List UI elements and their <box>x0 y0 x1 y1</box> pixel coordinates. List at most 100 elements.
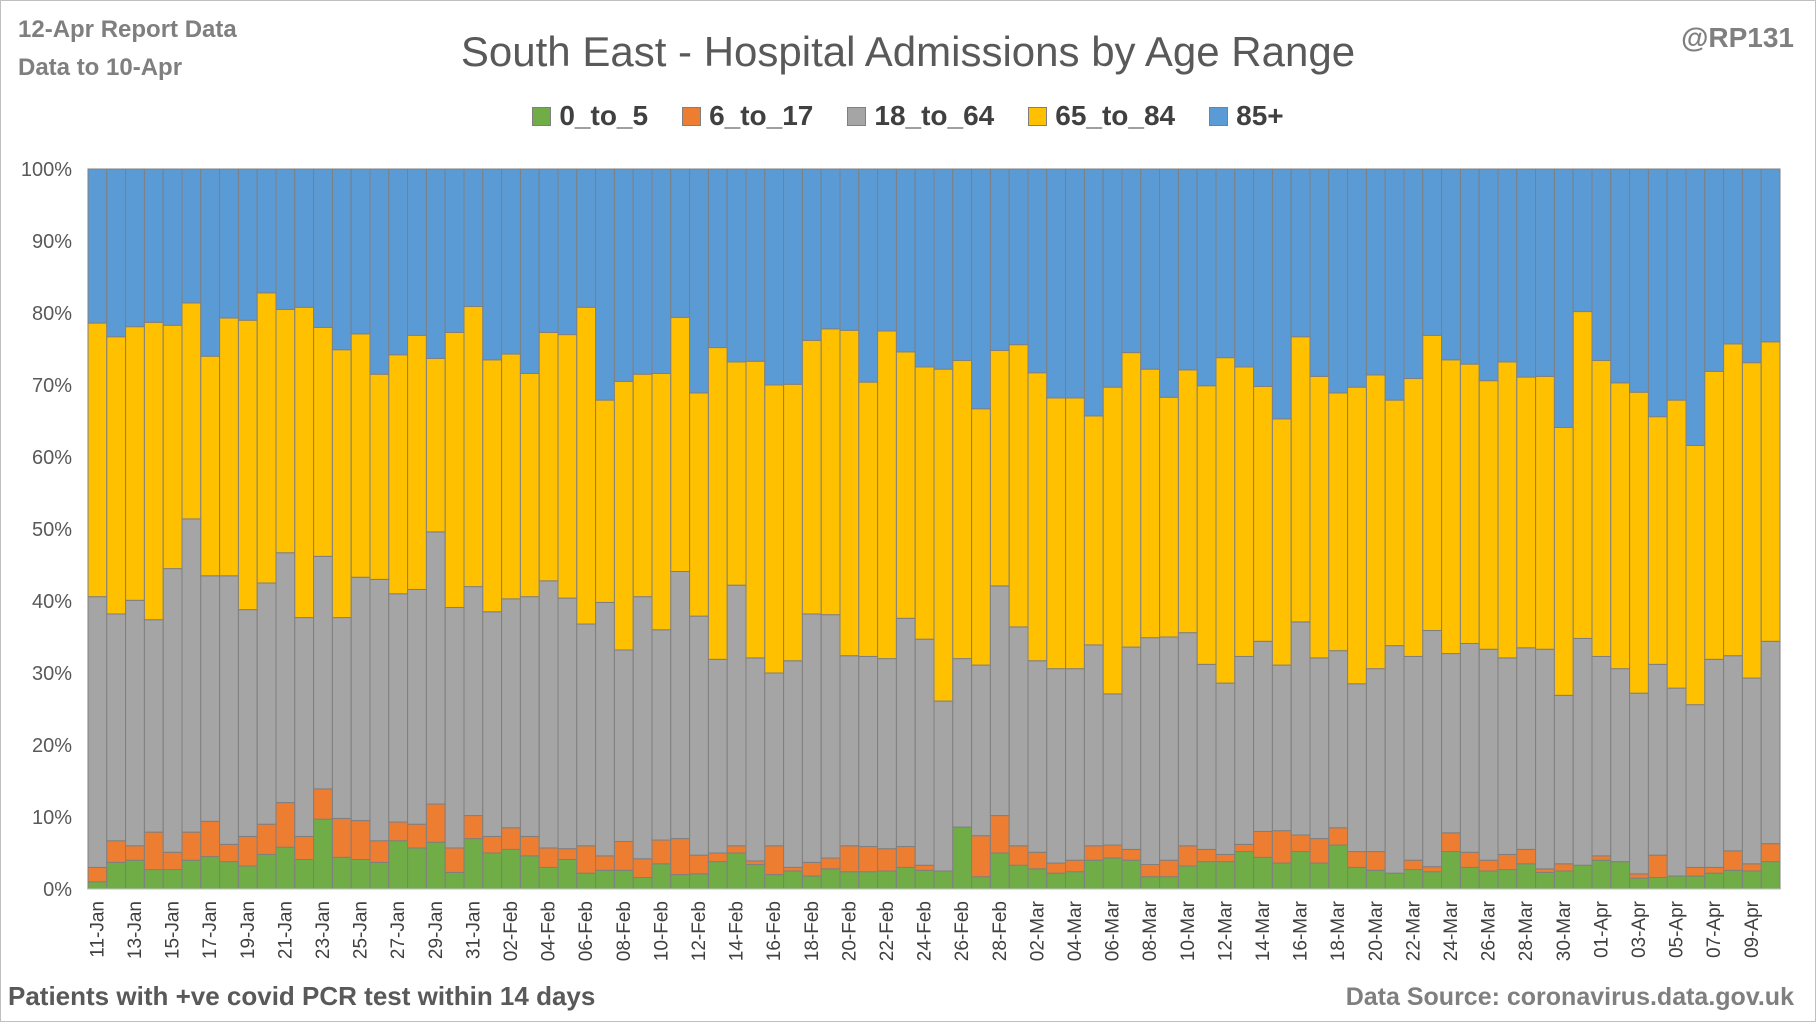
bar-segment-18_to_64 <box>1422 630 1443 868</box>
bar-segment-0_to_5 <box>1647 876 1668 890</box>
bar-segment-85+ <box>1647 168 1668 418</box>
bar-segment-6_to_17 <box>595 855 615 871</box>
bar-segment-18_to_64 <box>1610 668 1631 863</box>
bar-segment-65_to_84 <box>538 331 559 582</box>
bar-segment-0_to_5 <box>689 873 709 890</box>
bar-segment-0_to_5 <box>989 852 1010 890</box>
bar-segment-85+ <box>820 168 841 330</box>
x-tick-label: 20-Feb <box>839 901 860 961</box>
bar-segment-0_to_5 <box>1741 870 1762 890</box>
bar-segment-18_to_64 <box>839 655 860 847</box>
x-tick-label: 22-Mar <box>1403 900 1424 961</box>
bar-segment-6_to_17 <box>501 827 521 850</box>
bar-segment-65_to_84 <box>1177 369 1198 634</box>
bar-segment-0_to_5 <box>783 870 803 890</box>
bar-segment-6_to_17 <box>275 802 296 848</box>
bar-segment-18_to_64 <box>1102 693 1123 846</box>
x-tick-label: 22-Feb <box>877 901 898 961</box>
bar-segment-65_to_84 <box>613 380 634 651</box>
bar-segment-85+ <box>1008 168 1029 346</box>
bar-segment-65_to_84 <box>1629 391 1649 694</box>
bar-segment-0_to_5 <box>1196 861 1217 890</box>
bar-segment-18_to_64 <box>914 638 935 866</box>
bar-segment-0_to_5 <box>425 841 446 890</box>
bar-segment-0_to_5 <box>1177 865 1198 890</box>
bar-segment-65_to_84 <box>989 349 1010 587</box>
legend-swatch <box>847 106 867 126</box>
bar-segment-0_to_5 <box>839 871 860 890</box>
bar-segment-0_to_5 <box>1065 871 1085 890</box>
bar-segment-18_to_64 <box>801 613 822 863</box>
bar-segment-6_to_17 <box>1422 866 1443 873</box>
y-tick-label: 100% <box>21 159 72 181</box>
bar-segment-65_to_84 <box>1159 396 1179 638</box>
bar-segment-6_to_17 <box>1027 851 1048 870</box>
footer-note: Patients with +ve covid PCR test within … <box>8 981 596 1011</box>
bar-segment-0_to_5 <box>256 853 277 890</box>
bar-segment-65_to_84 <box>1121 352 1142 648</box>
bar-segment-18_to_64 <box>106 613 127 842</box>
bar-segment-0_to_5 <box>1591 859 1612 890</box>
bar-segment-65_to_84 <box>877 330 897 660</box>
bar-segment-85+ <box>237 168 258 321</box>
bar-segment-18_to_64 <box>538 580 559 849</box>
bar-segment-85+ <box>313 168 333 328</box>
bar-segment-6_to_17 <box>256 823 277 855</box>
x-tick-label: 10-Mar <box>1178 900 1199 961</box>
x-tick-label: 28-Mar <box>1516 900 1537 961</box>
bar-segment-0_to_5 <box>294 858 315 890</box>
bar-segment-65_to_84 <box>106 336 127 615</box>
bar-segment-0_to_5 <box>1535 871 1555 890</box>
bar-segment-65_to_84 <box>1384 399 1405 647</box>
bar-segment-65_to_84 <box>557 334 578 599</box>
bar-segment-0_to_5 <box>1102 857 1123 890</box>
bar-segment-6_to_17 <box>181 831 202 861</box>
bar-segment-18_to_64 <box>1196 663 1217 850</box>
bar-segment-65_to_84 <box>256 292 277 584</box>
bar-segment-6_to_17 <box>1253 830 1273 858</box>
x-tick-label: 06-Mar <box>1103 900 1124 961</box>
bar-segment-85+ <box>858 168 879 383</box>
bar-segment-0_to_5 <box>1403 869 1424 890</box>
bar-segment-65_to_84 <box>1365 374 1386 670</box>
x-tick-label: 25-Jan <box>351 901 372 959</box>
bar-segment-65_to_84 <box>1535 375 1555 650</box>
bar-segment-18_to_64 <box>331 617 352 819</box>
bar-segment-0_to_5 <box>501 848 521 890</box>
bar-segment-0_to_5 <box>651 863 672 890</box>
bar-segment-85+ <box>1328 168 1349 394</box>
legend-item-65_to_84: 65_to_84 <box>1028 100 1175 132</box>
bar-segment-85+ <box>1065 168 1085 399</box>
report-date-note: 12-Apr Report Data <box>18 16 237 43</box>
bar-segment-85+ <box>895 168 916 353</box>
bar-segment-65_to_84 <box>200 355 221 577</box>
bar-segment-85+ <box>632 168 653 375</box>
bar-segment-85+ <box>294 168 315 308</box>
bar-segment-0_to_5 <box>350 858 371 890</box>
bar-segment-85+ <box>1121 168 1142 354</box>
bar-segment-85+ <box>1723 168 1743 345</box>
legend-swatch <box>1028 106 1048 126</box>
bar-segment-0_to_5 <box>707 861 728 890</box>
legend-swatch <box>682 106 702 126</box>
bar-segment-6_to_17 <box>482 835 503 854</box>
bar-segment-6_to_17 <box>1309 838 1330 864</box>
bar-segment-85+ <box>200 168 221 357</box>
bar-segment-6_to_17 <box>1177 845 1198 867</box>
bar-segment-85+ <box>1516 168 1537 378</box>
bar-segment-0_to_5 <box>1478 870 1499 890</box>
bar-segment-65_to_84 <box>1234 366 1255 657</box>
data-date-note: Data to 10-Apr <box>18 54 183 81</box>
bar-segment-6_to_17 <box>369 840 390 863</box>
bar-segment-6_to_17 <box>670 838 691 876</box>
bar-segment-18_to_64 <box>294 617 315 837</box>
bar-segment-18_to_64 <box>162 568 183 853</box>
bar-segment-18_to_64 <box>388 593 409 823</box>
bar-segment-18_to_64 <box>651 629 672 841</box>
bar-segment-18_to_64 <box>1403 655 1424 861</box>
bar-segment-65_to_84 <box>313 326 333 557</box>
bar-segment-0_to_5 <box>877 870 897 890</box>
bar-segment-0_to_5 <box>482 852 503 890</box>
bar-segment-6_to_17 <box>1159 859 1179 878</box>
bar-segment-18_to_64 <box>350 576 371 822</box>
